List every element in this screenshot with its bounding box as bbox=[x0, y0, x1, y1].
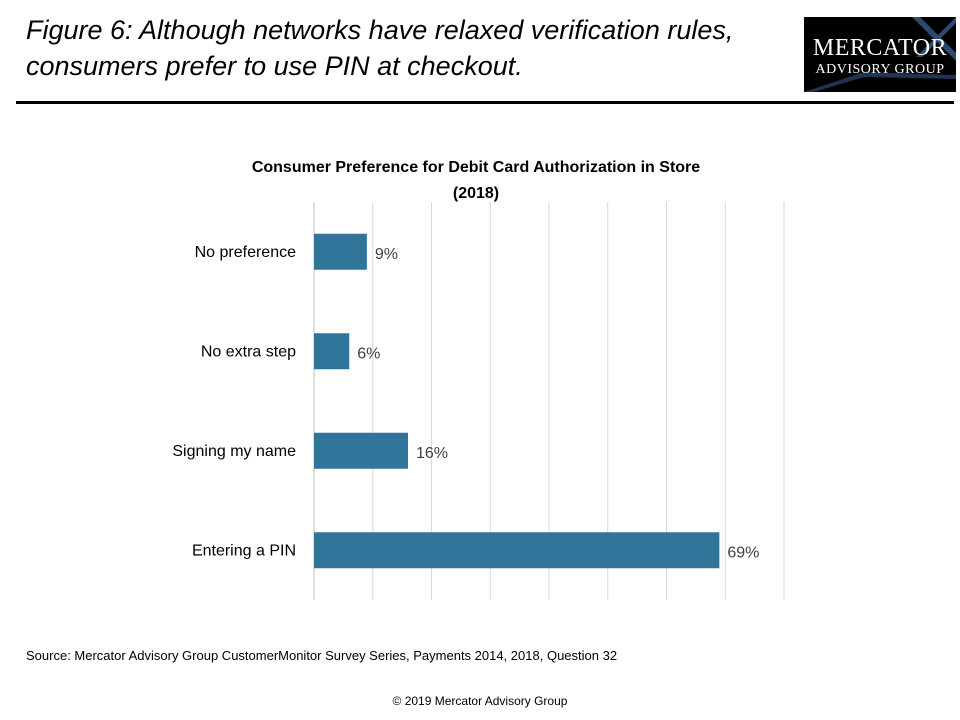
figure-title: Figure 6: Although networks have relaxed… bbox=[26, 12, 786, 84]
source-note: Source: Mercator Advisory Group Customer… bbox=[26, 648, 618, 663]
logo-line-2: ADVISORY GROUP bbox=[815, 62, 945, 77]
chart-subtitle: (2018) bbox=[453, 185, 499, 202]
category-label: Signing my name bbox=[172, 443, 296, 460]
bar bbox=[314, 233, 367, 270]
bar bbox=[314, 333, 350, 370]
title-rule bbox=[16, 101, 954, 104]
category-label: No extra step bbox=[201, 343, 296, 360]
copyright-note: © 2019 Mercator Advisory Group bbox=[392, 694, 568, 708]
category-label: No preference bbox=[195, 244, 296, 261]
value-label: 69% bbox=[727, 544, 759, 561]
mercator-logo: MERCATOR ADVISORY GROUP bbox=[804, 17, 956, 92]
category-label: Entering a PIN bbox=[192, 542, 296, 559]
logo-line-1: MERCATOR bbox=[812, 35, 948, 61]
x-mark-icon bbox=[804, 17, 956, 92]
bar bbox=[314, 532, 720, 569]
chart-title: Consumer Preference for Debit Card Autho… bbox=[252, 159, 700, 176]
figure-title-line-2: consumers prefer to use PIN at checkout. bbox=[26, 51, 523, 81]
bars: No preference 9% No extra step 6% Signing my… bbox=[172, 233, 759, 569]
value-label: 16% bbox=[416, 445, 448, 462]
value-label: 9% bbox=[375, 246, 398, 263]
value-label: 6% bbox=[357, 345, 380, 362]
figure-title-line-1: Figure 6: Although networks have relaxed… bbox=[26, 15, 734, 45]
bar bbox=[314, 432, 408, 469]
